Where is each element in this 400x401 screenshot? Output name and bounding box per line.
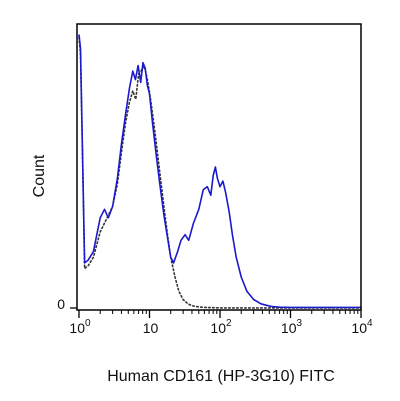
x-axis-label: Human CD161 (HP-3G10) FITC [107,368,335,385]
x-axis-ticks: 100 10 102 103 104 [69,310,373,336]
x-tick-label: 10 [143,320,159,336]
y-axis-label: Count [31,154,48,197]
stained-series-line [78,34,361,309]
x-tick-label: 103 [281,318,303,336]
plot-frame [76,23,362,311]
y-axis-ticks: 0 [57,296,77,312]
control-series-line [78,36,362,309]
x-tick-label: 102 [210,318,232,336]
y-tick-label: 0 [57,296,65,312]
x-tick-label: 100 [69,318,91,336]
histogram-curves [78,34,362,309]
x-tick-label: 104 [351,318,373,336]
